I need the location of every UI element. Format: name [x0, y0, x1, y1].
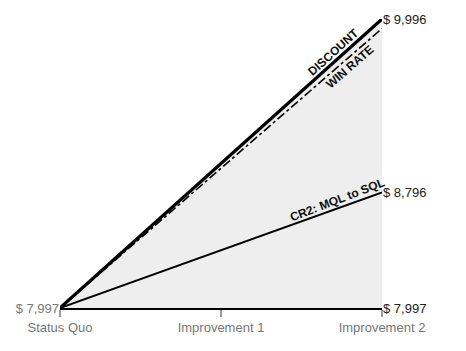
- svg-text:$ 9,996: $ 9,996: [383, 12, 426, 27]
- svg-text:CR2: MQL to SQL: CR2: MQL to SQL: [288, 175, 387, 224]
- svg-text:Improvement 1: Improvement 1: [178, 320, 265, 335]
- svg-text:DISCOUNT: DISCOUNT: [305, 26, 361, 79]
- svg-text:$ 8,796: $ 8,796: [383, 185, 426, 200]
- svg-text:Improvement 2: Improvement 2: [339, 320, 426, 335]
- svg-text:$ 7,997: $ 7,997: [383, 301, 426, 316]
- svg-text:WIN RATE: WIN RATE: [323, 42, 376, 91]
- svg-text:Status Quo: Status Quo: [27, 320, 92, 335]
- svg-text:$ 7,997: $ 7,997: [16, 301, 59, 316]
